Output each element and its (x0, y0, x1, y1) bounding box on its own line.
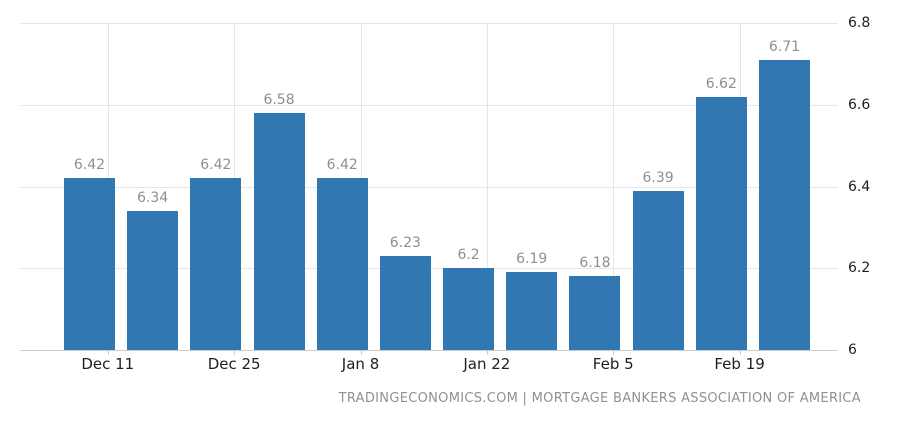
x-axis-tick (107, 350, 109, 355)
x-axis-tick (360, 350, 362, 355)
bar-value-label: 6.18 (579, 255, 611, 272)
y-axis-label: 6.4 (848, 178, 871, 195)
source-caption: TRADINGECONOMICS.COM | MORTGAGE BANKERS … (338, 391, 861, 406)
bar-value-label: 6.34 (137, 190, 169, 207)
bar[interactable] (506, 272, 558, 350)
bar[interactable] (64, 178, 115, 350)
x-axis-tick (486, 350, 488, 355)
y-gridline (20, 186, 838, 188)
bar[interactable] (379, 255, 431, 350)
x-axis-label: Jan 8 (341, 355, 380, 373)
bar-value-label: 6.42 (200, 157, 232, 174)
y-axis-label: 6.6 (848, 96, 871, 113)
bar-value-label: 6.42 (73, 157, 106, 174)
x-axis-tick (613, 350, 615, 355)
bar[interactable] (758, 59, 810, 350)
bar-value-label: 6.19 (516, 251, 548, 268)
y-axis-label: 6.8 (848, 15, 871, 31)
bar[interactable] (569, 276, 621, 350)
bar-value-label: 6.39 (642, 169, 674, 186)
x-axis-label: Dec 25 (207, 355, 261, 373)
y-axis-label: 6 (848, 342, 857, 358)
y-axis-label: 6.2 (848, 260, 871, 277)
bar-value-label: 6.23 (389, 234, 421, 251)
bar-value-label: 6.71 (768, 38, 801, 55)
bar-value-label: 6.2 (457, 247, 480, 264)
x-axis-label: Feb 5 (592, 355, 634, 373)
y-gridline (20, 23, 838, 24)
y-gridline (20, 104, 838, 106)
x-axis-label: Feb 19 (714, 355, 765, 373)
bar[interactable] (632, 190, 684, 350)
x-axis-line (20, 350, 838, 351)
bar[interactable] (127, 211, 179, 350)
bar[interactable] (695, 96, 747, 350)
x-axis-tick (739, 350, 741, 355)
x-axis-label: Jan 22 (463, 355, 511, 373)
x-axis-tick (234, 350, 236, 355)
bar-value-label: 6.62 (705, 75, 737, 92)
bar[interactable] (443, 268, 495, 350)
bar[interactable] (316, 178, 368, 350)
x-gridline (486, 23, 488, 350)
bar[interactable] (190, 178, 242, 350)
bar[interactable] (253, 112, 305, 350)
bar-value-label: 6.58 (263, 91, 295, 108)
x-gridline (613, 23, 615, 350)
x-axis-label: Dec 11 (81, 355, 135, 373)
bar-value-label: 6.42 (326, 157, 358, 174)
